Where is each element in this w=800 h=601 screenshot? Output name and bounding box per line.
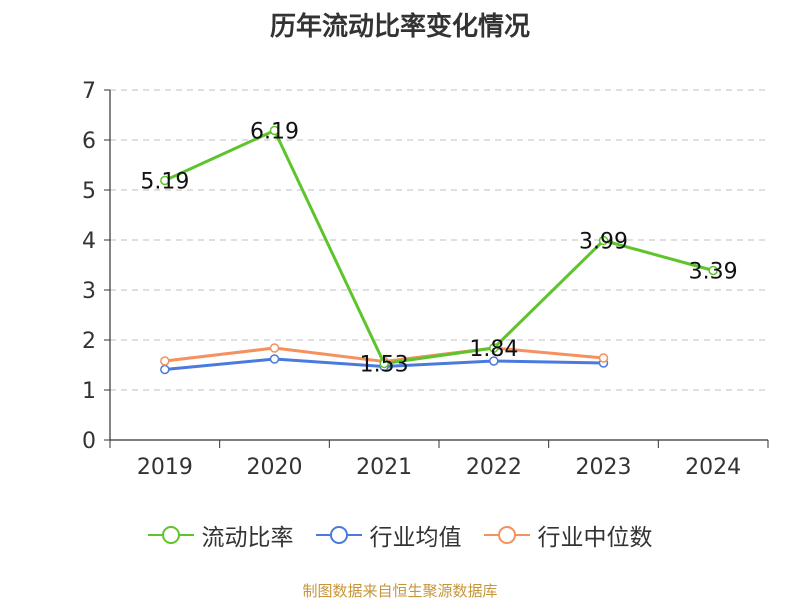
- y-tick-label: 6: [82, 129, 96, 154]
- x-tick-label: 2023: [576, 455, 632, 480]
- y-tick-label: 4: [82, 229, 96, 254]
- y-tick-label: 3: [82, 279, 96, 304]
- x-tick-label: 2019: [137, 455, 193, 480]
- y-tick-label: 5: [82, 179, 96, 204]
- source-note: 制图数据来自恒生聚源数据库: [0, 580, 800, 601]
- x-tick-label: 2024: [685, 455, 741, 480]
- legend-label-current-ratio: 流动比率: [202, 518, 294, 552]
- legend-swatch-current-ratio: [148, 524, 194, 546]
- data-label: 1.84: [469, 337, 518, 362]
- data-label: 1.53: [360, 353, 409, 378]
- data-point-2: [161, 357, 169, 365]
- x-tick-label: 2022: [466, 455, 522, 480]
- x-tick-label: 2020: [247, 455, 303, 480]
- legend-label-industry-mean: 行业均值: [370, 518, 462, 552]
- y-tick-label: 0: [82, 429, 96, 454]
- legend-label-industry-median: 行业中位数: [538, 518, 653, 552]
- data-label: 3.39: [689, 260, 738, 285]
- y-tick-label: 2: [82, 329, 96, 354]
- data-label: 3.99: [579, 230, 628, 255]
- y-tick-label: 7: [82, 79, 96, 104]
- legend-item-current-ratio[interactable]: 流动比率: [148, 518, 294, 552]
- legend-swatch-industry-mean: [316, 524, 362, 546]
- data-label: 6.19: [250, 120, 299, 145]
- data-point-2: [271, 344, 279, 352]
- data-point-2: [600, 354, 608, 362]
- legend-item-industry-mean[interactable]: 行业均值: [316, 518, 462, 552]
- legend-swatch-industry-median: [484, 524, 530, 546]
- legend: 流动比率 行业均值 行业中位数: [0, 518, 800, 552]
- data-label: 5.19: [140, 170, 189, 195]
- x-tick-label: 2021: [356, 455, 412, 480]
- legend-item-industry-median[interactable]: 行业中位数: [484, 518, 653, 552]
- data-point-1: [271, 355, 279, 363]
- data-point-1: [161, 366, 169, 374]
- series-line-0: [165, 131, 713, 364]
- y-tick-label: 1: [82, 379, 96, 404]
